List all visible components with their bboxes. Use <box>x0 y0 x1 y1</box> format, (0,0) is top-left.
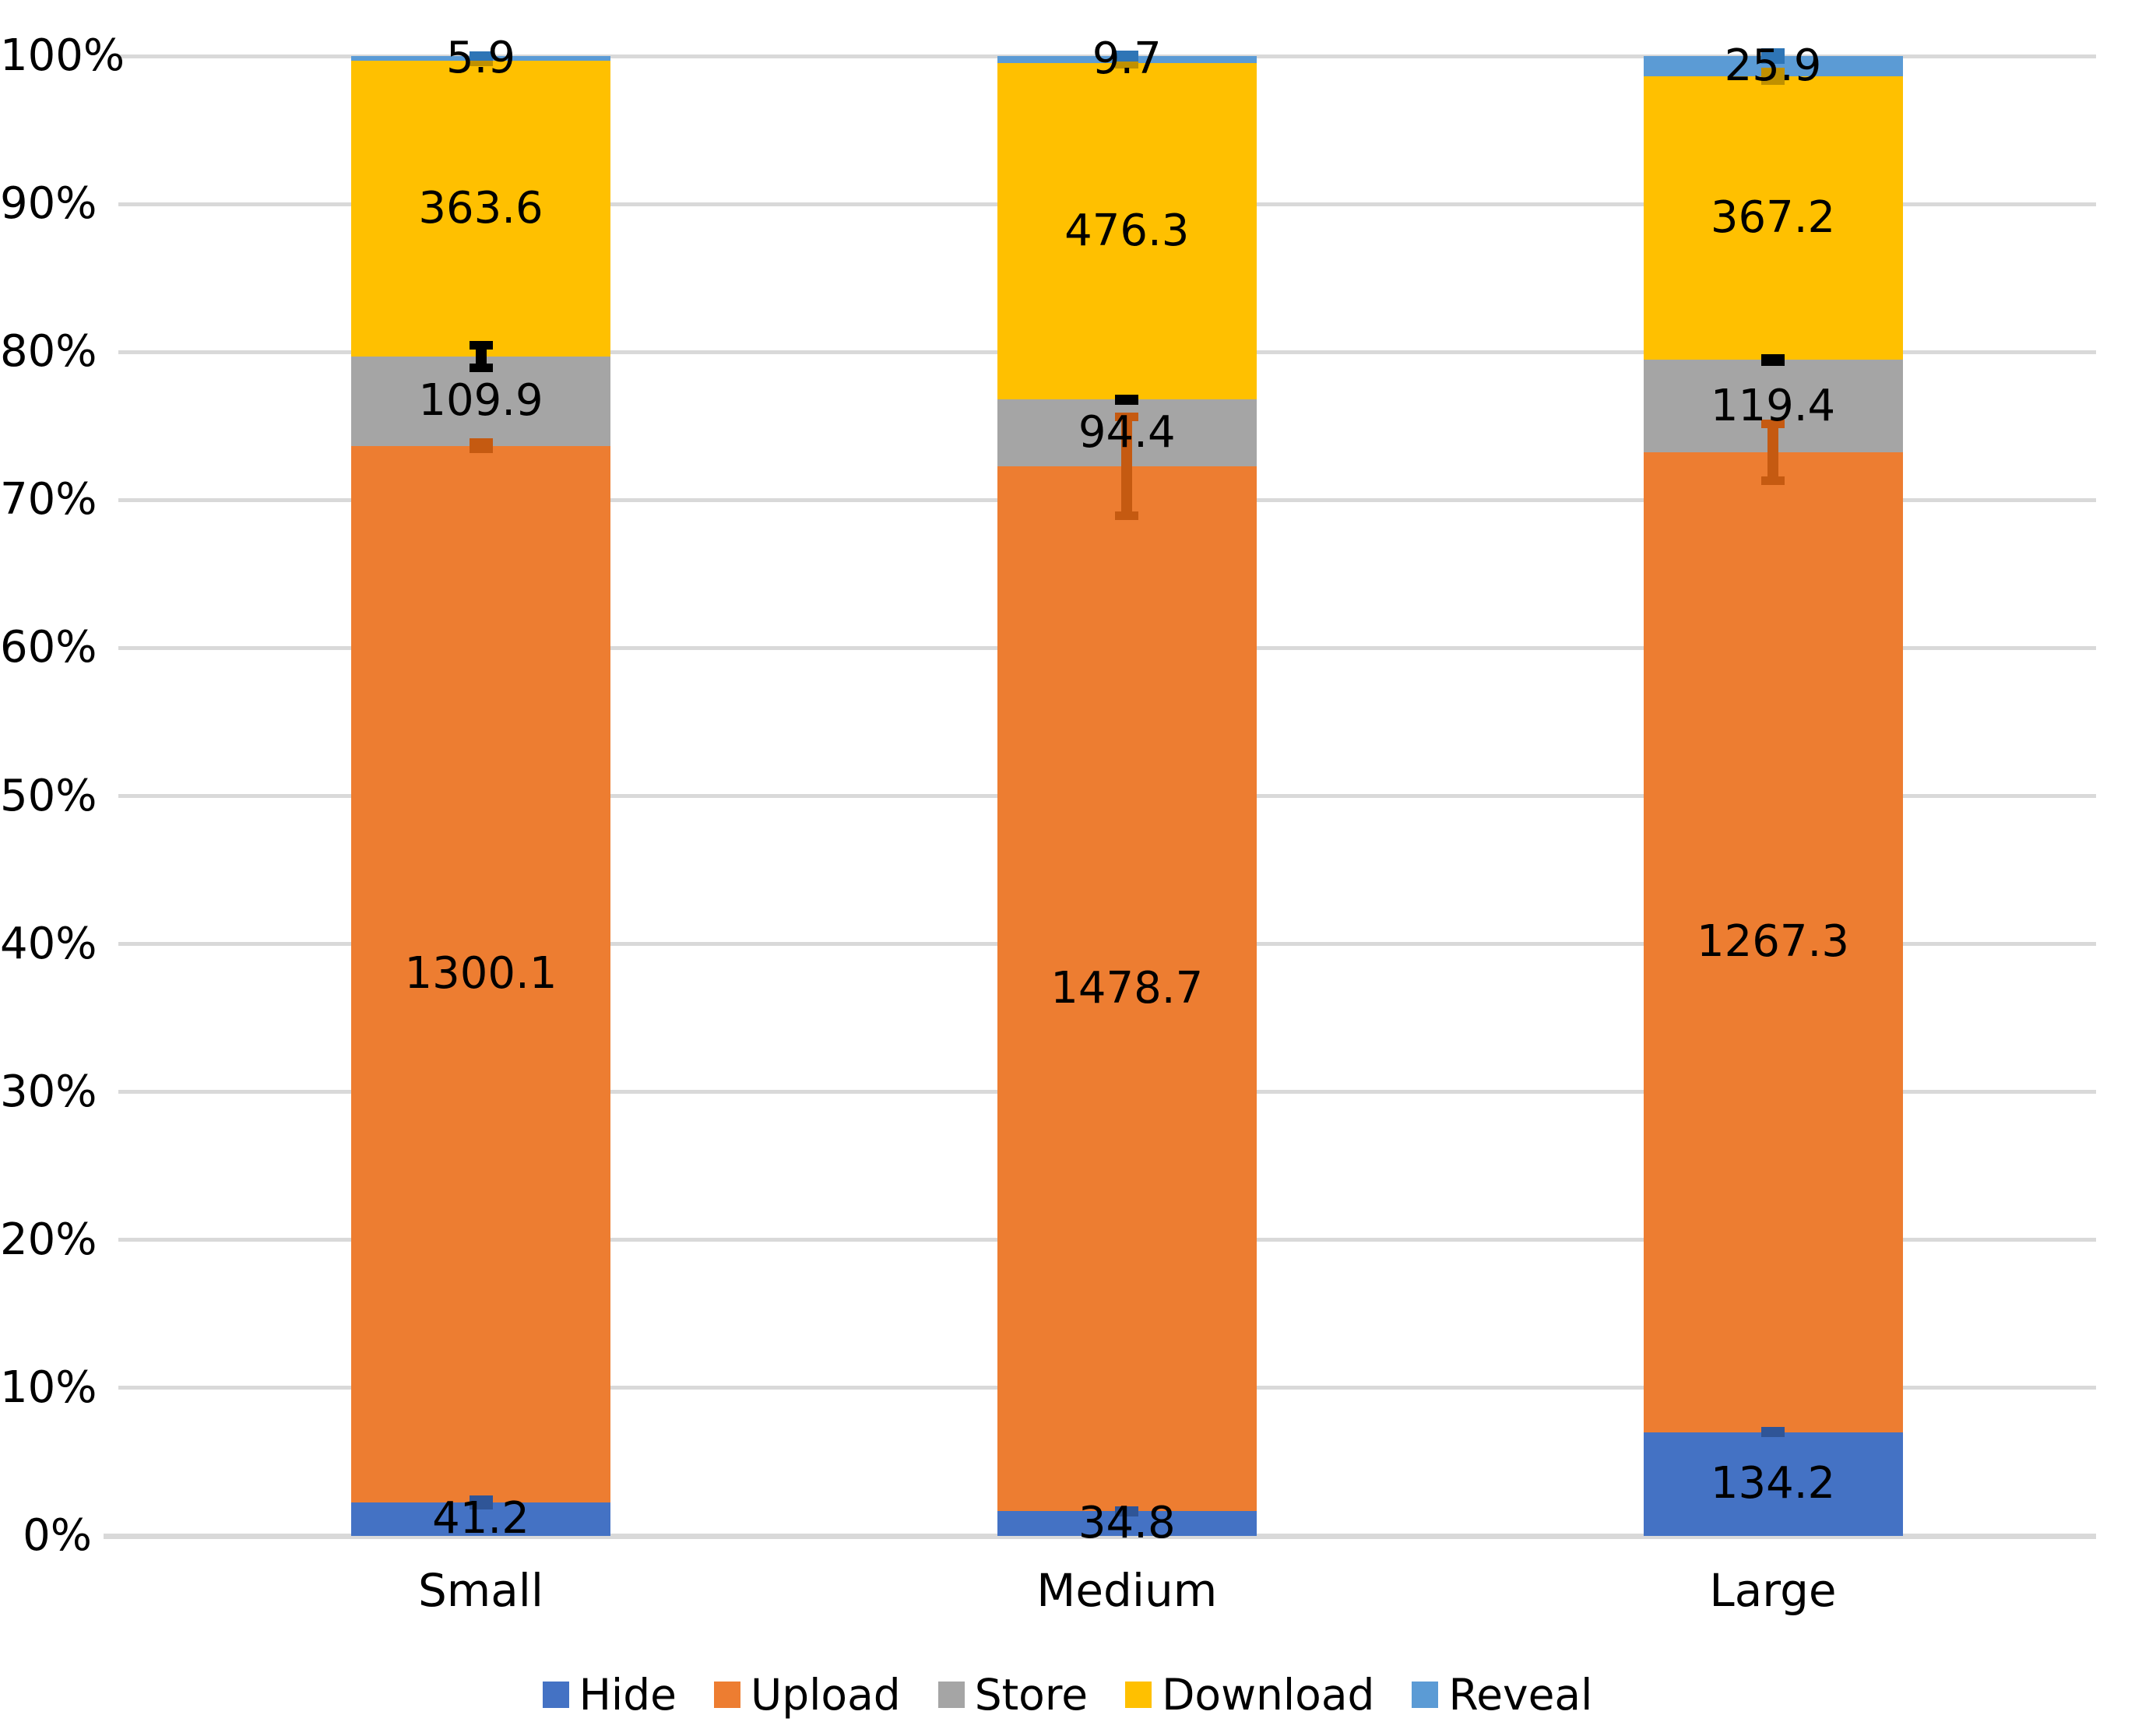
error-bar-large-hide <box>1761 1427 1785 1438</box>
legend-swatch-reveal <box>1412 1682 1439 1708</box>
legend-label-store: Store <box>974 1669 1089 1720</box>
segment-small-upload <box>351 445 610 1502</box>
y-tick-label-80: 80% <box>0 326 97 378</box>
data-label-medium-hide: 34.8 <box>1078 1498 1176 1549</box>
y-tick-label-0: 0% <box>23 1510 92 1561</box>
error-bar-medium-hide <box>1115 1506 1139 1516</box>
data-label-large-reveal: 25.9 <box>1724 40 1822 91</box>
y-tick-label-100: 100% <box>0 30 125 81</box>
error-bar-small-upload <box>469 438 493 454</box>
y-tick-label-70: 70% <box>0 474 97 525</box>
y-tick-label-10: 10% <box>0 1362 97 1413</box>
error-bar-small-reveal <box>469 51 493 61</box>
segment-small-download <box>351 61 610 357</box>
error-bar-small-store <box>469 340 493 372</box>
y-tick-label-50: 50% <box>0 770 97 821</box>
y-tick-label-30: 30% <box>0 1066 97 1117</box>
error-bar-medium-store <box>1115 394 1139 405</box>
legend-swatch-hide <box>542 1682 569 1708</box>
data-label-large-store: 119.4 <box>1710 380 1836 431</box>
error-bar-large-reveal <box>1761 47 1785 65</box>
segment-large-upload <box>1643 452 1903 1432</box>
segment-large-hide <box>1643 1432 1903 1536</box>
data-label-medium-download: 476.3 <box>1064 206 1190 257</box>
data-label-small-hide: 41.2 <box>432 1493 529 1544</box>
data-label-large-hide: 134.2 <box>1710 1458 1836 1509</box>
category-label-medium: Medium <box>1036 1564 1218 1617</box>
legend-label-hide: Hide <box>579 1669 677 1720</box>
error-bar-large-download <box>1761 67 1785 85</box>
data-label-large-download: 367.2 <box>1710 192 1836 244</box>
category-label-large: Large <box>1709 1564 1837 1617</box>
legend-label-reveal: Reveal <box>1448 1669 1593 1720</box>
segment-medium-upload <box>997 466 1257 1512</box>
data-label-medium-upload: 1478.7 <box>1050 963 1204 1014</box>
legend-item-upload: Upload <box>713 1669 901 1720</box>
legend-item-store: Store <box>937 1669 1089 1720</box>
y-tick-label-40: 40% <box>0 918 97 969</box>
segment-medium-download <box>997 62 1257 400</box>
legend-swatch-download <box>1125 1682 1152 1708</box>
error-bar-large-upload <box>1761 420 1785 485</box>
error-bar-medium-upload <box>1115 412 1139 520</box>
data-label-small-store: 109.9 <box>418 375 543 427</box>
data-label-small-reveal: 5.9 <box>445 33 516 84</box>
category-label-small: Small <box>417 1564 544 1617</box>
y-tick-label-20: 20% <box>0 1214 97 1265</box>
data-label-medium-reveal: 9.7 <box>1092 33 1162 85</box>
legend-swatch-store <box>937 1682 965 1708</box>
legend-label-upload: Upload <box>750 1669 901 1720</box>
segment-large-download <box>1643 76 1903 360</box>
data-label-small-upload: 1300.1 <box>404 948 557 1000</box>
legend: Hide Upload Store Download Reveal <box>0 1667 2135 1722</box>
legend-item-hide: Hide <box>542 1669 677 1720</box>
data-label-medium-store: 94.4 <box>1078 407 1176 459</box>
legend-item-reveal: Reveal <box>1412 1669 1593 1720</box>
legend-label-download: Download <box>1162 1669 1375 1720</box>
data-label-small-download: 363.6 <box>418 182 543 234</box>
error-bar-medium-reveal <box>1115 50 1139 62</box>
legend-swatch-upload <box>713 1682 740 1708</box>
error-bar-large-store <box>1761 354 1785 366</box>
legend-item-download: Download <box>1125 1669 1375 1720</box>
y-tick-label-60: 60% <box>0 622 97 673</box>
gridline-0 <box>104 1533 2096 1539</box>
error-bar-small-hide <box>469 1495 493 1509</box>
data-label-large-upload: 1267.3 <box>1697 916 1849 968</box>
y-tick-label-90: 90% <box>0 178 97 230</box>
